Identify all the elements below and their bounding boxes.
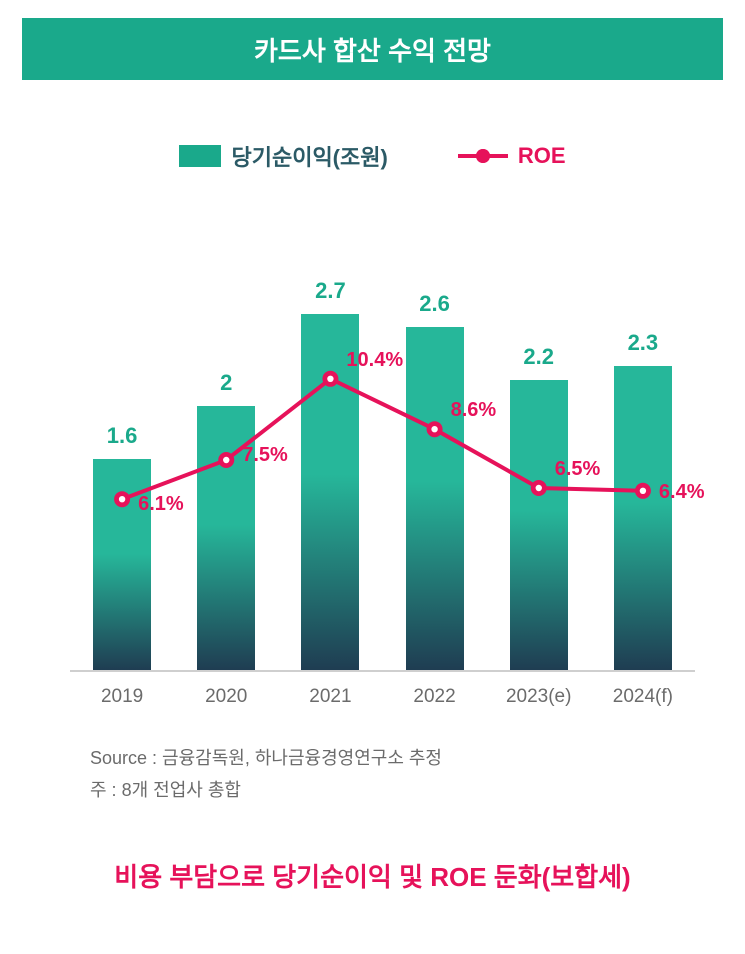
roe-value-label: 6.5%	[555, 458, 601, 481]
source-block: Source : 금융감독원, 하나금융경영연구소 추정 주 : 8개 전업사 …	[90, 742, 745, 807]
roe-line-series	[70, 222, 695, 670]
legend-line-swatch	[458, 145, 508, 167]
x-tick-label: 2023(e)	[505, 686, 573, 708]
x-tick-label: 2020	[192, 686, 260, 708]
chart-title: 카드사 합산 수익 전망	[254, 31, 491, 68]
legend-item-line: ROE	[458, 143, 566, 169]
roe-value-label: 10.4%	[346, 349, 403, 372]
source-line-1: Source : 금융감독원, 하나금융경영연구소 추정	[90, 742, 745, 774]
x-tick-label: 2024(f)	[609, 686, 677, 708]
chart-legend: 당기순이익(조원) ROE	[0, 140, 745, 172]
roe-value-label: 6.4%	[659, 481, 705, 504]
x-tick-label: 2021	[296, 686, 364, 708]
chart-plot-area: 1.622.72.62.22.3 6.1%7.5%10.4%8.6%6.5%6.…	[70, 222, 695, 672]
x-axis: 2019 2020 2021 2022 2023(e) 2024(f)	[70, 686, 695, 708]
footer-comment: 비용 부담으로 당기순이익 및 ROE 둔화(보합세)	[0, 857, 745, 894]
roe-marker-inner	[223, 457, 229, 463]
footer-text: 비용 부담으로 당기순이익 및 ROE 둔화(보합세)	[114, 862, 630, 892]
roe-marker-inner	[640, 488, 646, 494]
roe-marker-inner	[119, 496, 125, 502]
legend-line-label: ROE	[518, 143, 566, 169]
roe-value-label: 8.6%	[451, 399, 497, 422]
roe-marker-inner	[431, 426, 437, 432]
legend-bar-swatch	[179, 145, 221, 167]
roe-marker-inner	[536, 485, 542, 491]
roe-value-label: 7.5%	[242, 444, 288, 467]
x-tick-label: 2019	[88, 686, 156, 708]
legend-item-bar: 당기순이익(조원)	[179, 140, 387, 172]
x-tick-label: 2022	[401, 686, 469, 708]
source-line-2: 주 : 8개 전업사 총합	[90, 774, 745, 806]
legend-bar-label: 당기순이익(조원)	[231, 140, 387, 172]
chart-title-bar: 카드사 합산 수익 전망	[22, 18, 723, 80]
roe-line	[122, 379, 643, 499]
roe-marker-inner	[327, 376, 333, 382]
roe-value-label: 6.1%	[138, 493, 184, 516]
